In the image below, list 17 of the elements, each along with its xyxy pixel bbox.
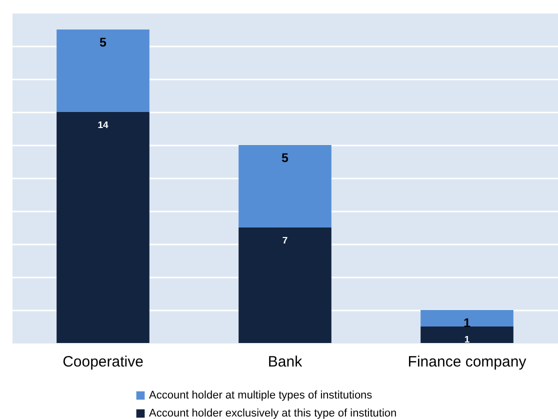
legend-label: Account holder at multiple types of institutions (149, 390, 373, 402)
data-label: 5 (100, 36, 107, 50)
data-label: 14 (98, 120, 109, 131)
data-label: 5 (282, 151, 289, 165)
legend-label: Account holder exclusively at this type of institution (149, 408, 397, 419)
bar (56, 30, 150, 112)
data-label: 1 (464, 334, 470, 346)
bar (420, 326, 514, 343)
x-tick-label: Cooperative (62, 354, 144, 370)
x-tick-label: Finance company (408, 354, 527, 370)
data-label: 1 (464, 316, 471, 330)
bar (56, 112, 150, 343)
bar (238, 228, 332, 343)
x-tick-label: Bank (268, 354, 303, 370)
bar (420, 310, 514, 326)
bar (238, 145, 332, 228)
data-label: 7 (282, 236, 288, 246)
